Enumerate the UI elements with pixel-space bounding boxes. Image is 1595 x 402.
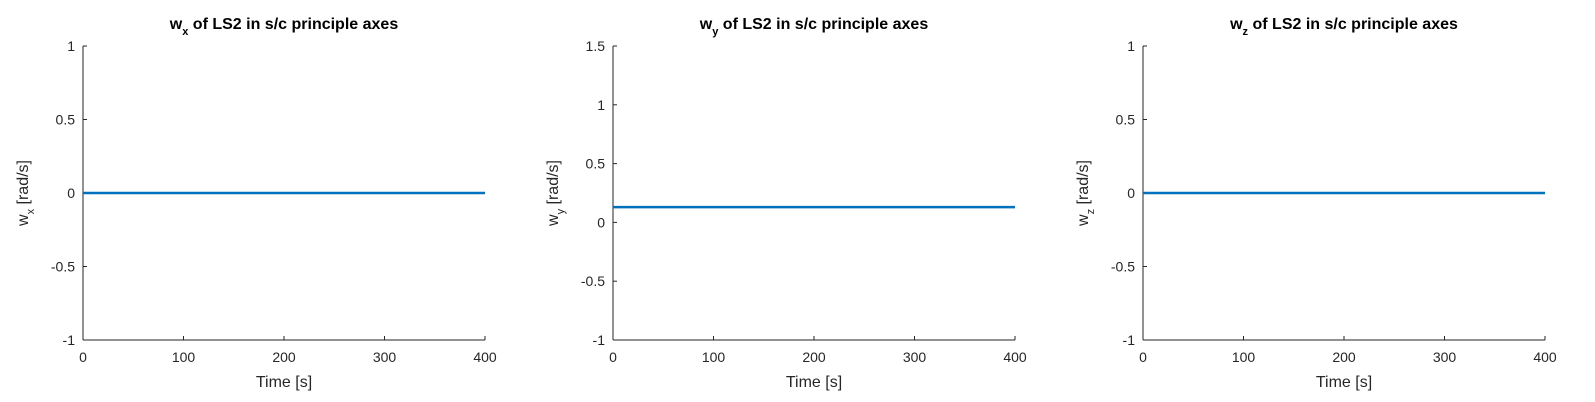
x-tick-label: 400 — [1003, 349, 1027, 365]
y-axis-label-rest: [rad/s] — [1075, 160, 1092, 209]
y-axis-label: wy [rad/s] — [545, 160, 567, 227]
y-tick-label: 0.5 — [56, 112, 76, 128]
chart-title: wz of LS2 in s/c principle axes — [1229, 16, 1458, 38]
y-tick-label: -1 — [593, 332, 606, 348]
x-tick-label: 300 — [1433, 349, 1457, 365]
x-axis-label: Time [s] — [256, 374, 312, 391]
y-tick-label: 0 — [1127, 185, 1135, 201]
chart-title-rest: of LS2 in s/c principle axes — [188, 16, 398, 33]
y-tick-label: -0.5 — [581, 273, 605, 289]
x-tick-label: 200 — [802, 349, 826, 365]
x-tick-label: 200 — [272, 349, 296, 365]
y-tick-label: 1 — [67, 38, 75, 54]
x-tick-label: 200 — [1332, 349, 1356, 365]
chart-title-base: w — [1229, 16, 1243, 33]
chart-title: wy of LS2 in s/c principle axes — [699, 16, 929, 38]
chart-title: wx of LS2 in s/c principle axes — [169, 16, 399, 38]
y-tick-label: -1 — [1123, 332, 1136, 348]
chart-title-subscript: z — [1243, 26, 1249, 38]
x-axis-label: Time [s] — [1316, 374, 1372, 391]
x-tick-label: 0 — [1139, 349, 1147, 365]
y-axis-label-rest: [rad/s] — [545, 160, 562, 209]
y-tick-label: -1 — [63, 332, 76, 348]
chart-title-rest: of LS2 in s/c principle axes — [1248, 16, 1458, 33]
y-tick-label: 1 — [1127, 38, 1135, 54]
y-tick-label: 0 — [597, 214, 605, 230]
y-axis-label-rest: [rad/s] — [15, 160, 32, 209]
y-tick-label: 0 — [67, 185, 75, 201]
y-tick-label: -0.5 — [51, 259, 75, 275]
x-tick-label: 100 — [172, 349, 196, 365]
y-axis-label-base: w — [15, 214, 32, 227]
x-tick-label: 300 — [903, 349, 927, 365]
chart-title-subscript: x — [182, 26, 189, 38]
y-axis-label-subscript: y — [555, 208, 567, 214]
y-axis-label-subscript: x — [25, 208, 37, 214]
y-axis-label: wx [rad/s] — [15, 160, 37, 227]
chart-title-base: w — [699, 16, 713, 33]
x-tick-label: 100 — [702, 349, 726, 365]
y-axis-label-base: w — [545, 214, 562, 227]
y-tick-label: 0.5 — [586, 156, 606, 172]
x-tick-label: 400 — [473, 349, 497, 365]
x-tick-label: 300 — [373, 349, 397, 365]
x-tick-label: 0 — [609, 349, 617, 365]
y-axis-label: wz [rad/s] — [1075, 160, 1097, 227]
y-axis-label-subscript: z — [1085, 209, 1097, 215]
y-tick-label: 1 — [597, 97, 605, 113]
x-tick-label: 100 — [1232, 349, 1256, 365]
y-tick-label: 1.5 — [586, 38, 606, 54]
y-tick-label: -0.5 — [1111, 259, 1135, 275]
chart-title-subscript: y — [712, 26, 719, 38]
x-tick-label: 400 — [1533, 349, 1557, 365]
chart-title-base: w — [169, 16, 183, 33]
x-tick-label: 0 — [79, 349, 87, 365]
x-axis-label: Time [s] — [786, 374, 842, 391]
y-tick-label: 0.5 — [1116, 112, 1136, 128]
y-axis-label-base: w — [1075, 214, 1092, 227]
chart-title-rest: of LS2 in s/c principle axes — [718, 16, 928, 33]
